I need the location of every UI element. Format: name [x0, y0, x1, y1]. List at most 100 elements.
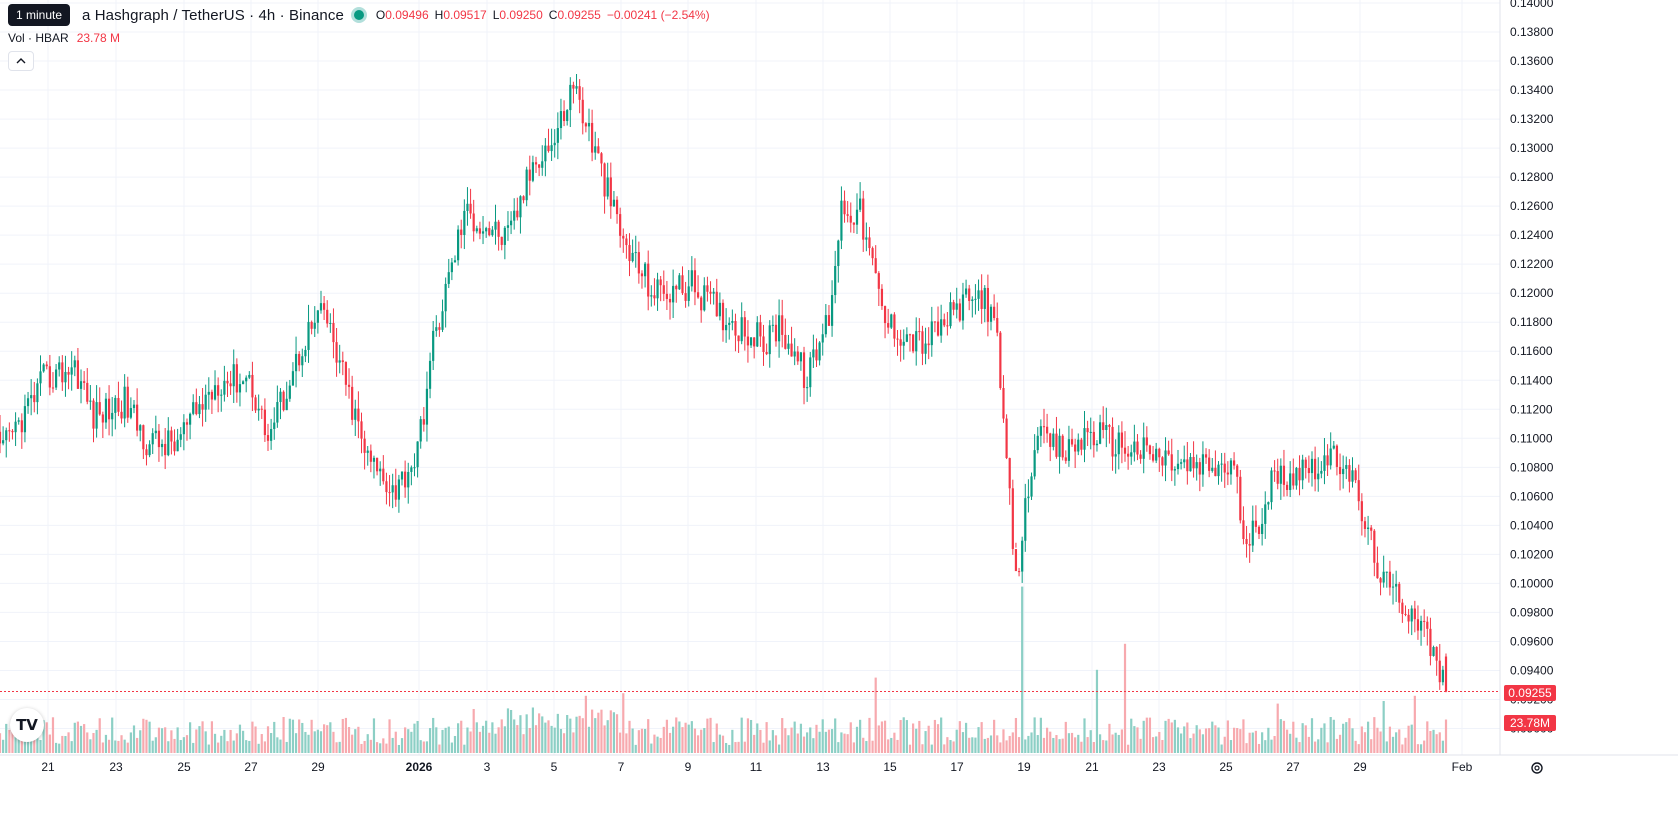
volume-bar [765, 722, 768, 753]
volume-bar [566, 715, 569, 753]
volume-bar [693, 728, 697, 753]
volume-bar [1049, 731, 1052, 753]
candle-body [871, 248, 874, 259]
time-tick-label: 27 [1286, 760, 1300, 774]
candle-body [566, 110, 569, 122]
market-status-dot[interactable] [353, 10, 364, 20]
volume-label: Vol · HBAR [8, 31, 69, 45]
candle-body [478, 228, 482, 234]
candle-body [1042, 426, 1046, 428]
volume-bar [781, 718, 784, 753]
candle-body [500, 236, 503, 245]
last-volume-tag: 23.78M [1504, 715, 1556, 731]
candle-body [737, 335, 740, 342]
candle-body [1204, 454, 1208, 458]
volume-bar [248, 740, 251, 753]
volume-bar [1117, 734, 1120, 753]
volume-bar [307, 734, 310, 753]
candle-body [1024, 498, 1027, 541]
candle-body [1183, 459, 1186, 463]
candle-body [301, 356, 304, 366]
candle-body [157, 430, 161, 448]
volume-bar [1220, 744, 1223, 753]
volume-bar [862, 737, 865, 753]
volume-bar [182, 737, 185, 753]
candle-body [840, 200, 843, 241]
candle-body [1021, 540, 1024, 572]
tradingview-logo-icon[interactable]: TV [10, 708, 44, 742]
candle-body [1239, 476, 1242, 521]
candle-body [86, 382, 89, 402]
candle-body [360, 421, 363, 439]
price-tick-label: 0.13000 [1510, 141, 1554, 155]
volume-bar [469, 731, 472, 753]
volume-bar [76, 721, 80, 753]
volume-bar [450, 742, 453, 753]
candle-body [936, 321, 940, 336]
volume-bar [905, 720, 908, 753]
candle-body [385, 481, 388, 493]
collapse-legend-button[interactable] [8, 51, 34, 71]
volume-bar [622, 693, 625, 753]
volume-legend[interactable]: Vol · HBAR 23.78 M [8, 31, 120, 45]
candle-body [734, 321, 737, 336]
volume-bar [949, 740, 952, 753]
price-tick-label: 0.10200 [1510, 547, 1554, 561]
volume-bar [61, 735, 64, 753]
volume-bar [145, 719, 148, 753]
candle-body [547, 145, 550, 152]
price-axis[interactable]: 0.14000 0.13800 0.13600 0.13400 0.13200 0.130… [1499, 0, 1554, 755]
candle-body [291, 371, 295, 386]
candle-body [1326, 455, 1329, 466]
candle-body [896, 338, 899, 340]
candle-body [865, 237, 868, 240]
volume-bar [553, 727, 556, 753]
volume-bar [92, 732, 95, 753]
volume-bar [478, 731, 482, 753]
volume-bar [188, 722, 192, 753]
candle-body [1027, 496, 1030, 499]
candle-body [329, 322, 332, 324]
candle-body [1139, 454, 1142, 459]
candle-body [160, 443, 164, 448]
volume-bar [637, 730, 640, 753]
candle-body [1067, 439, 1071, 461]
volume-bar [1304, 725, 1307, 753]
volume-bar [528, 727, 531, 753]
volume-bar [871, 740, 874, 753]
volume-bar [1251, 732, 1254, 753]
symbol-title[interactable]: a Hashgraph / TetherUS · 4h · Binance [82, 6, 344, 24]
candle-body [784, 334, 787, 349]
volume-bar [463, 744, 466, 753]
volume-bar [397, 744, 400, 753]
candle-body [481, 231, 485, 234]
candle-body [628, 245, 631, 262]
candle-body [270, 429, 273, 441]
volume-bar [1183, 726, 1186, 753]
candle-body [1335, 445, 1339, 467]
candle-body [1242, 520, 1245, 539]
candle-body [260, 408, 263, 410]
volume-bar [1092, 741, 1095, 753]
volume-bar [494, 733, 497, 753]
volume-bar [531, 707, 535, 753]
candle-body [404, 471, 407, 488]
volume-bar [999, 742, 1002, 753]
time-axis[interactable]: 21 23 25 27 29 2026 3 5 7 9 11 13 15 17 19 21 23 25 27 29 Fe… [0, 754, 1678, 774]
candle-body [980, 290, 983, 309]
volume-bar [1024, 739, 1027, 753]
last-price-tag: 0.09255 [1504, 685, 1556, 701]
candle-body [818, 342, 821, 361]
price-tick-label: 0.13800 [1510, 25, 1554, 39]
candle-body [662, 285, 665, 294]
volume-bar [806, 732, 809, 753]
candle-body [740, 317, 743, 342]
gear-icon[interactable] [1528, 759, 1546, 777]
candle-body [802, 352, 806, 388]
candle-body [1276, 471, 1279, 484]
candle-body [457, 229, 460, 261]
candle-body [631, 252, 634, 262]
volume-bar [1192, 733, 1195, 753]
volume-bar [123, 739, 126, 753]
